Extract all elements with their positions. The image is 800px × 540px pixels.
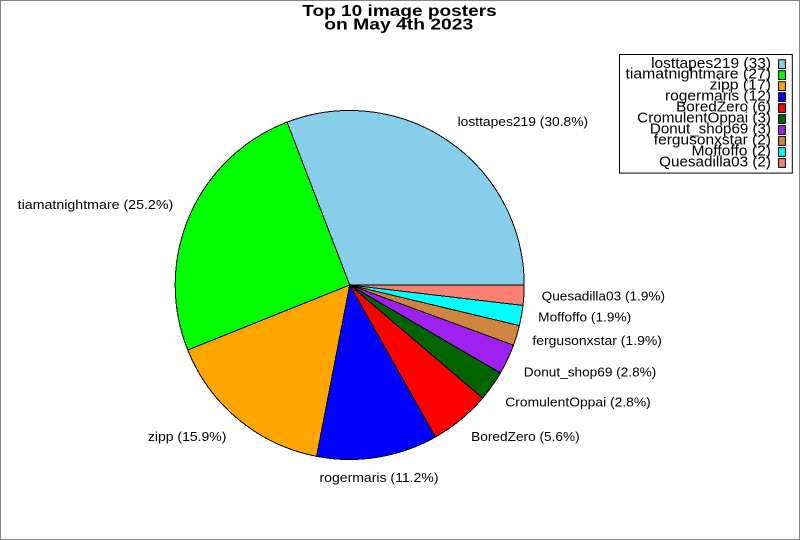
svg-text:on May 4th 2023: on May 4th 2023: [324, 17, 473, 34]
svg-text:zipp (17): zipp (17): [710, 77, 771, 94]
svg-text:CromulentOppai (3): CromulentOppai (3): [637, 110, 771, 127]
svg-text:fergusonxstar (1.9%): fergusonxstar (1.9%): [532, 333, 662, 348]
svg-text:CromulentOppai (2.8%): CromulentOppai (2.8%): [505, 394, 651, 409]
svg-text:zipp (15.9%): zipp (15.9%): [148, 429, 227, 444]
svg-text:Donut_shop69 (2.8%): Donut_shop69 (2.8%): [524, 364, 657, 379]
svg-text:BoredZero (5.6%): BoredZero (5.6%): [471, 429, 580, 444]
svg-text:Moffoffo (2): Moffoffo (2): [692, 143, 772, 160]
svg-text:losttapes219 (30.8%): losttapes219 (30.8%): [458, 114, 588, 129]
svg-text:fergusonxstar (2): fergusonxstar (2): [654, 132, 771, 149]
svg-text:Moffoffo (1.9%): Moffoffo (1.9%): [538, 310, 631, 325]
svg-text:losttapes219 (33): losttapes219 (33): [651, 55, 771, 72]
svg-text:BoredZero (6): BoredZero (6): [676, 99, 771, 116]
svg-text:Donut_shop69 (3): Donut_shop69 (3): [650, 121, 771, 138]
svg-text:Quesadilla03 (1.9%): Quesadilla03 (1.9%): [542, 289, 666, 304]
svg-text:rogermaris (11.2%): rogermaris (11.2%): [320, 470, 439, 485]
svg-text:tiamatnightmare (25.2%): tiamatnightmare (25.2%): [18, 197, 174, 212]
svg-text:Quesadilla03 (2): Quesadilla03 (2): [659, 154, 771, 171]
svg-text:rogermaris (12): rogermaris (12): [665, 88, 771, 105]
svg-text:tiamatnightmare (27): tiamatnightmare (27): [626, 66, 772, 83]
svg-text:Top 10 image posters: Top 10 image posters: [302, 3, 497, 20]
